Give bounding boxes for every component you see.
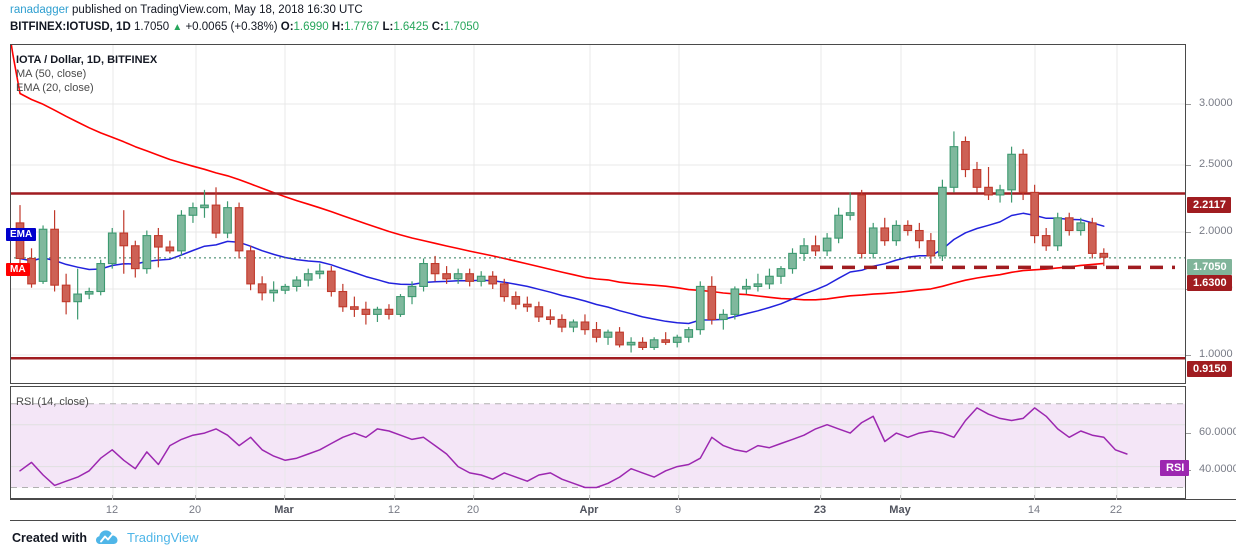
time-axis-label: 9 xyxy=(674,504,682,516)
rsi-tick-label: 40.0000 xyxy=(1199,463,1236,475)
open-value: 1.6990 xyxy=(293,21,329,33)
high-label: H: xyxy=(331,21,345,33)
price-level-tag-2.2117[interactable]: 2.2117 xyxy=(1187,197,1232,213)
time-tick-mark xyxy=(473,495,474,500)
tradingview-cloud-logo-icon xyxy=(96,530,118,545)
publication-header: ranadagger published on TradingView.com,… xyxy=(10,4,363,16)
close-value: 1.7050 xyxy=(443,21,480,33)
price-tick-label: 2.0000 xyxy=(1199,225,1233,237)
rsi-pane[interactable] xyxy=(10,386,1185,499)
price-tick-mark xyxy=(1186,165,1191,166)
rsi-axis[interactable]: 60.0000 40.0000 RSI xyxy=(1160,386,1236,499)
up-triangle-icon: ▲ xyxy=(172,22,183,33)
time-tick-mark xyxy=(394,495,395,500)
time-axis[interactable]: 12 20 Mar 12 20 Apr 9 23 May 14 22 xyxy=(10,495,1236,521)
tradingview-brand-label[interactable]: TradingView xyxy=(127,530,199,545)
price-level-tag-1.6300[interactable]: 1.6300 xyxy=(1187,275,1232,291)
price-tick-label: 2.5000 xyxy=(1199,158,1233,170)
ma-overlay-tag-ema[interactable]: EMA xyxy=(6,228,37,241)
time-tick-mark xyxy=(284,495,285,500)
time-tick-mark xyxy=(900,495,901,500)
footer: Created with TradingView xyxy=(12,530,199,545)
price-level-tag-0.9150[interactable]: 0.9150 xyxy=(1187,361,1232,377)
time-tick-mark xyxy=(678,495,679,500)
time-axis-label: 22 xyxy=(1109,504,1123,516)
time-axis-label: Mar xyxy=(274,504,294,516)
time-tick-mark xyxy=(195,495,196,500)
time-tick-mark xyxy=(589,495,590,500)
price-pane[interactable] xyxy=(10,44,1185,384)
close-label: C: xyxy=(431,21,444,33)
symbol-interval[interactable]: BITFINEX:IOTUSD, 1D xyxy=(10,21,131,33)
time-axis-label: 12 xyxy=(387,504,401,516)
time-tick-mark xyxy=(1034,495,1035,500)
time-tick-mark xyxy=(112,495,113,500)
time-axis-label: 20 xyxy=(188,504,202,516)
high-value: 1.7767 xyxy=(344,21,380,33)
quote-header: BITFINEX:IOTUSD, 1D 1.7050 ▲ +0.0065 (+0… xyxy=(10,21,479,33)
time-axis-label: Apr xyxy=(579,504,599,516)
candlestick-plot xyxy=(11,45,1185,383)
price-tick-mark xyxy=(1186,232,1191,233)
time-tick-mark xyxy=(1116,495,1117,500)
price-tick-label: 3.0000 xyxy=(1199,97,1233,109)
open-label: O: xyxy=(280,21,294,33)
rsi-axis-tag[interactable]: RSI xyxy=(1160,460,1190,476)
rsi-tick-mark xyxy=(1186,433,1191,434)
time-tick-mark xyxy=(820,495,821,500)
rsi-plot xyxy=(11,387,1185,498)
time-axis-label: 23 xyxy=(813,504,827,516)
time-axis-label: 20 xyxy=(466,504,480,516)
low-label: L: xyxy=(382,21,394,33)
price-axis[interactable]: 3.00002.50002.00001.50001.00002.21171.70… xyxy=(1185,44,1236,384)
time-axis-label: May xyxy=(889,504,911,516)
price-change: +0.0065 (+0.38%) xyxy=(185,21,278,33)
created-with-label: Created with xyxy=(12,530,88,545)
price-tick-label: 1.0000 xyxy=(1199,348,1233,360)
time-axis-label: 12 xyxy=(105,504,119,516)
price-tick-mark xyxy=(1186,355,1191,356)
ma-overlay-tag-ma[interactable]: MA xyxy=(6,263,30,276)
rsi-tick-label: 60.0000 xyxy=(1199,426,1236,438)
last-price: 1.7050 xyxy=(133,21,170,33)
time-axis-label: 14 xyxy=(1027,504,1041,516)
price-tick-mark xyxy=(1186,104,1191,105)
author-name[interactable]: ranadagger xyxy=(10,4,69,16)
published-text: published on TradingView.com, May 18, 20… xyxy=(68,4,363,16)
price-level-tag-1.7050[interactable]: 1.7050 xyxy=(1187,259,1232,275)
low-value: 1.6425 xyxy=(393,21,429,33)
